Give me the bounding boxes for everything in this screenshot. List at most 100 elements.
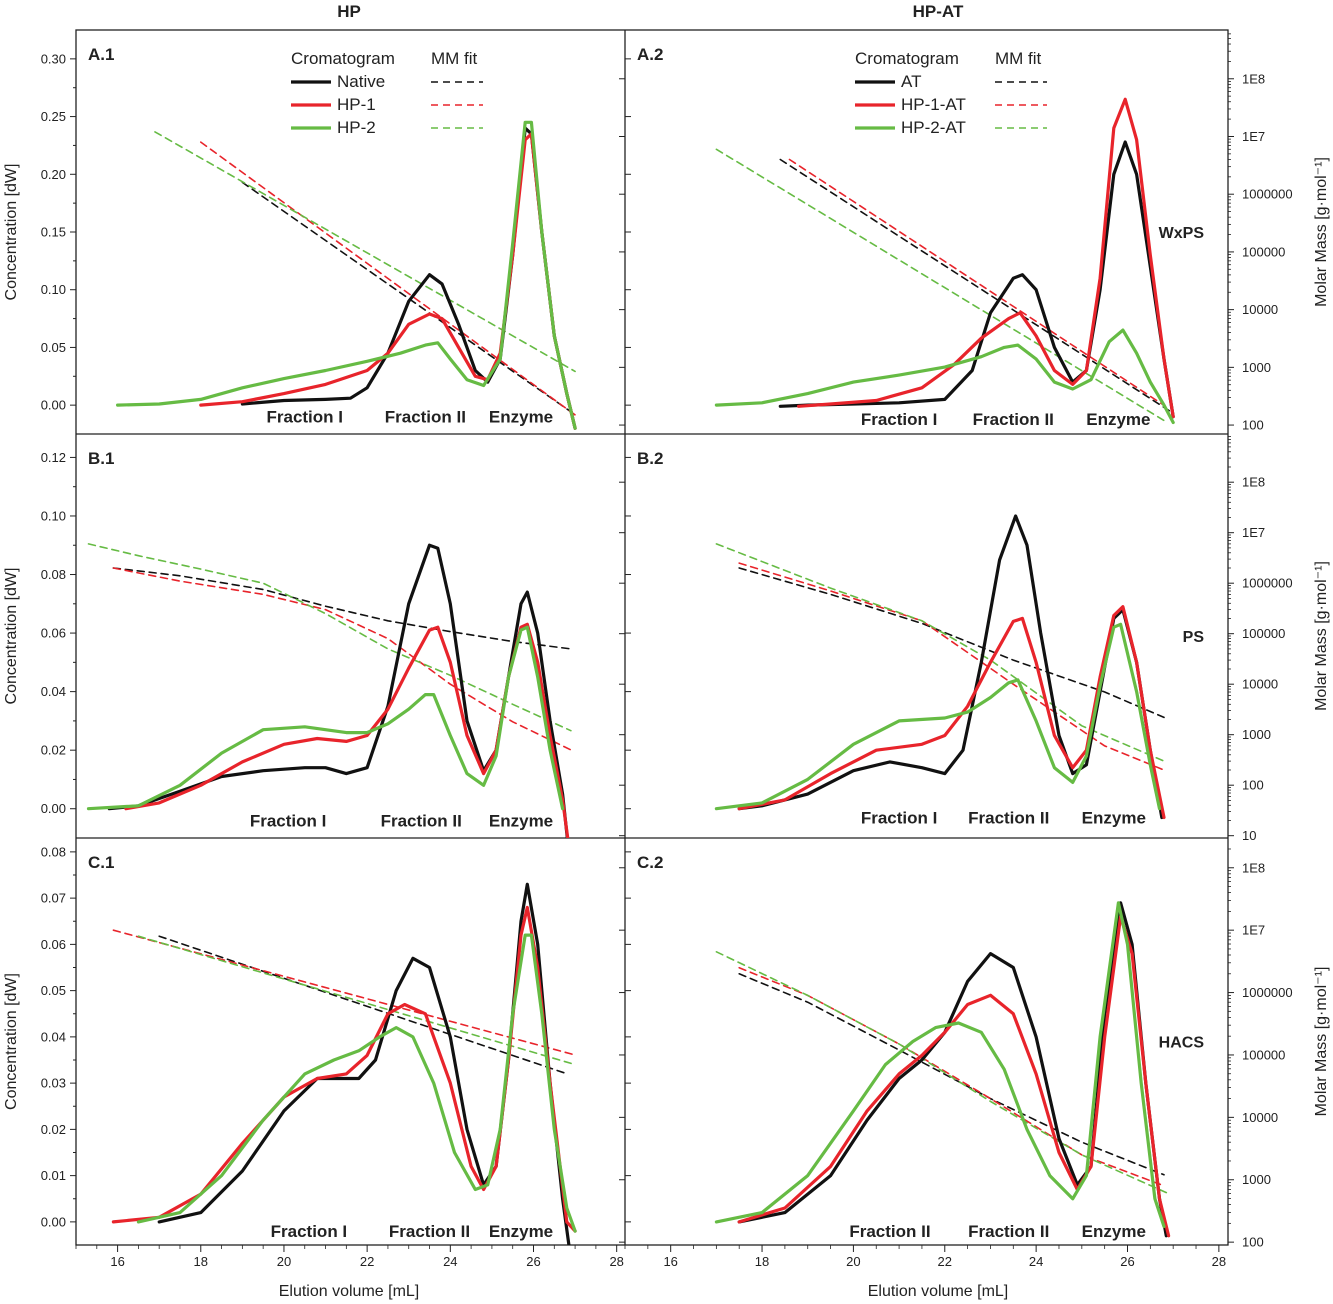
chromatogram-red-line [737, 605, 1166, 820]
right-tick-label: 10000 [1242, 1110, 1278, 1125]
x-tick-label: 26 [1120, 1254, 1134, 1269]
x-tick-label: 20 [277, 1254, 291, 1269]
legend-entry-label: Native [337, 72, 385, 91]
fraction-annotation: Fraction II [381, 811, 462, 830]
right-axis-title: Molar Mass [g·mol⁻¹] [1313, 157, 1330, 307]
chromatogram-red-line [737, 915, 1171, 1238]
left-tick-label: 0.10 [41, 282, 66, 297]
mm-fit-black-line [738, 567, 1165, 719]
fraction-annotation: Fraction II [973, 410, 1054, 429]
x-axis-title-left: Elution volume [mL] [279, 1283, 420, 1300]
mm-fit-green-line [715, 543, 1165, 762]
left-axis-title: Concentration [dW] [3, 164, 20, 301]
fraction-annotation: Enzyme [489, 1222, 553, 1241]
x-tick-label: 18 [755, 1254, 769, 1269]
left-tick-label: 0.04 [41, 1029, 66, 1044]
right-tick-label: 100 [1242, 778, 1264, 793]
legend-entry-label: HP-2 [337, 118, 376, 137]
fraction-annotation: Fraction I [861, 410, 938, 429]
panel-label: A.1 [88, 45, 114, 64]
left-axis-title: Concentration [dW] [3, 973, 20, 1110]
x-tick-label: 18 [194, 1254, 208, 1269]
right-tick-label: 1E7 [1242, 129, 1265, 144]
x-tick-label: 28 [1212, 1254, 1226, 1269]
right-tick-label: 1000000 [1242, 576, 1293, 591]
panel-C.2 [714, 901, 1171, 1238]
chromatogram-black-line [157, 882, 571, 1245]
mm-fit-green-line [87, 543, 572, 732]
left-tick-label: 0.12 [41, 450, 66, 465]
x-tick-label: 22 [938, 1254, 952, 1269]
right-tick-label: 10000 [1242, 677, 1278, 692]
fraction-annotation: Enzyme [1082, 809, 1146, 828]
panel-B.1 [86, 543, 572, 838]
sample-label: WxPS [1159, 225, 1205, 242]
legend-header-cromatogram: Cromatogram [291, 49, 395, 68]
right-axis-title: Molar Mass [g·mol⁻¹] [1313, 967, 1330, 1117]
left-tick-label: 0.10 [41, 508, 66, 523]
right-tick-label: 10000 [1242, 302, 1278, 317]
legend-header-mm-fit: MM fit [995, 49, 1042, 68]
chromatogram-green-line [714, 901, 1166, 1229]
mm-fit-black-line [779, 158, 1174, 415]
chromatogram-green-line [714, 622, 1162, 811]
fraction-annotation: Fraction I [861, 809, 938, 828]
chromatogram-green-line [714, 328, 1175, 425]
sample-label: HACS [1159, 1035, 1205, 1052]
chromatogram-green-line [116, 120, 577, 430]
chromatogram-black-line [778, 140, 1175, 419]
left-tick-label: 0.00 [41, 1214, 66, 1229]
panel-A.1 [116, 120, 577, 430]
panel-label: C.2 [637, 853, 663, 872]
right-tick-label: 1E8 [1242, 475, 1265, 490]
x-tick-label: 16 [663, 1254, 677, 1269]
x-tick-label: 22 [360, 1254, 374, 1269]
fraction-annotation: Fraction II [968, 1222, 1049, 1241]
x-tick-label: 24 [1029, 1254, 1043, 1269]
chromatogram-black-line [240, 126, 577, 430]
column-title-hp: HP [337, 2, 361, 21]
left-tick-label: 0.25 [41, 109, 66, 124]
x-tick-label: 24 [443, 1254, 457, 1269]
right-tick-label: 1000 [1242, 727, 1271, 742]
plot-layer [86, 97, 1175, 1245]
legend-entry-label: AT [901, 72, 921, 91]
legend-header-mm-fit: MM fit [431, 49, 478, 68]
chromatogram-black-line [737, 514, 1164, 820]
right-tick-label: 1000 [1242, 1172, 1271, 1187]
right-tick-label: 1E7 [1242, 923, 1265, 938]
chromatogram-black-line [107, 543, 569, 838]
right-tick-label: 10 [1242, 828, 1256, 843]
right-tick-label: 100000 [1242, 244, 1285, 259]
fraction-annotation: Enzyme [1086, 410, 1150, 429]
panel-label: A.2 [637, 45, 663, 64]
x-tick-label: 16 [110, 1254, 124, 1269]
mm-fit-green-line [137, 935, 576, 1066]
right-tick-label: 1000000 [1242, 985, 1293, 1000]
left-tick-label: 0.20 [41, 167, 66, 182]
x-tick-label: 28 [609, 1254, 623, 1269]
legend-entry-label: HP-1-AT [901, 95, 966, 114]
x-axis-title-right: Elution volume [mL] [868, 1283, 1009, 1300]
left-tick-label: 0.02 [41, 743, 66, 758]
left-tick-label: 0.02 [41, 1122, 66, 1137]
legend-entry-label: HP-1 [337, 95, 376, 114]
left-tick-label: 0.05 [41, 340, 66, 355]
x-tick-label: 26 [526, 1254, 540, 1269]
left-tick-label: 0.00 [41, 398, 66, 413]
mm-fit-green-line [715, 148, 1165, 422]
left-tick-label: 0.01 [41, 1168, 66, 1183]
fraction-annotation: Enzyme [489, 408, 553, 427]
panel-label: B.1 [88, 449, 114, 468]
sample-label: PS [1183, 629, 1205, 646]
left-axis-title: Concentration [dW] [3, 568, 20, 705]
mm-fit-red-line [112, 929, 576, 1056]
fraction-annotation: Enzyme [489, 811, 553, 830]
right-tick-label: 100 [1242, 1235, 1264, 1250]
fraction-annotation: Fraction II [968, 809, 1049, 828]
panel-label: C.1 [88, 853, 114, 872]
panel-C.1 [111, 882, 577, 1245]
right-tick-label: 1E8 [1242, 860, 1265, 875]
left-tick-label: 0.08 [41, 567, 66, 582]
